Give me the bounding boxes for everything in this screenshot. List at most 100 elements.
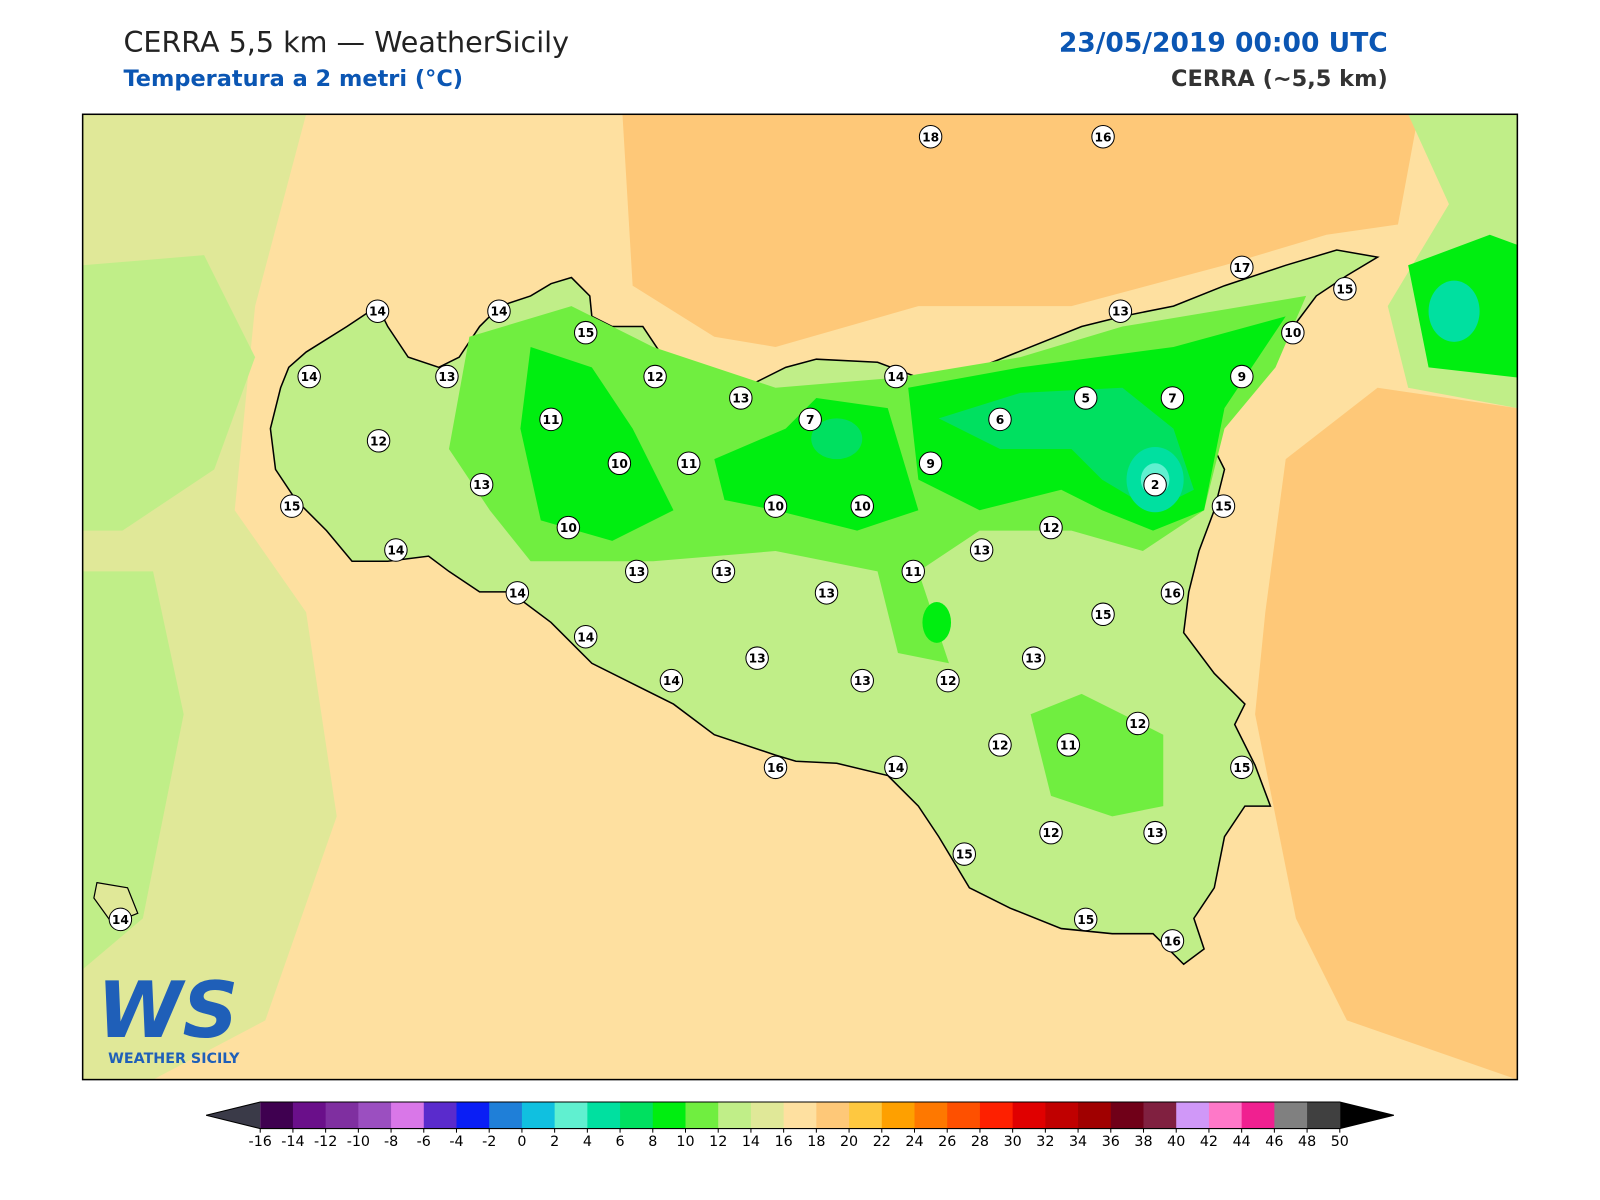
station-value: 16 xyxy=(1164,934,1181,948)
colorbar-segment xyxy=(325,1102,359,1129)
station-value: 15 xyxy=(1215,500,1232,514)
colorbar-tick-label: -6 xyxy=(417,1134,431,1150)
station-value: 13 xyxy=(854,674,871,688)
station-marker xyxy=(573,320,598,345)
station-marker xyxy=(1160,581,1185,605)
station-marker xyxy=(729,386,753,410)
station-value: 12 xyxy=(647,370,664,384)
station-marker xyxy=(884,755,908,780)
station-value: 15 xyxy=(283,500,300,514)
colorbar-tick-label: 38 xyxy=(1134,1134,1152,1150)
colorbar-tick-label: 2 xyxy=(550,1134,559,1150)
station-value: 13 xyxy=(973,544,990,558)
station-marker xyxy=(918,125,943,149)
colorbar-tick-label: 22 xyxy=(873,1134,891,1150)
colorbar-segment xyxy=(1241,1102,1275,1129)
station-labels: 18 16 17 15 14 14 15 13 10 14 13 12 13 14 9 5 7 7 6 11 12 10 1… xyxy=(108,125,1357,953)
station-marker xyxy=(643,364,667,389)
station-marker xyxy=(745,646,769,670)
station-value: 14 xyxy=(387,544,404,558)
colorbar-segment xyxy=(685,1102,719,1129)
colorbar-tick-label: -16 xyxy=(249,1134,272,1150)
station-value: 5 xyxy=(1081,391,1090,405)
colorbar-over xyxy=(1339,1102,1394,1129)
station-marker xyxy=(1333,277,1357,301)
station-marker xyxy=(1230,364,1254,389)
station-value: 12 xyxy=(1129,717,1146,731)
station-value: 12 xyxy=(1043,521,1060,535)
station-marker xyxy=(901,559,925,584)
station-marker xyxy=(1108,299,1133,323)
station-value: 14 xyxy=(490,305,507,319)
station-value: 7 xyxy=(1168,391,1177,405)
station-marker xyxy=(763,494,788,518)
station-value: 12 xyxy=(939,674,956,688)
station-marker xyxy=(677,451,701,475)
station-value: 13 xyxy=(732,391,749,405)
station-value: 14 xyxy=(887,761,904,775)
colorbar-under xyxy=(206,1102,261,1129)
colorbar-tick-label: 30 xyxy=(1004,1134,1022,1150)
station-value: 7 xyxy=(806,413,815,427)
station-marker xyxy=(1211,494,1236,518)
station-value: 9 xyxy=(926,457,935,471)
station-value: 18 xyxy=(922,130,939,144)
station-marker xyxy=(1230,255,1254,280)
station-marker xyxy=(659,668,684,693)
colorbar-tick-label: 16 xyxy=(775,1134,793,1150)
station-marker xyxy=(366,429,391,453)
station-marker xyxy=(988,733,1012,757)
logo: WS WEATHER SICILY xyxy=(97,966,240,1067)
station-marker xyxy=(487,299,511,323)
station-value: 10 xyxy=(1284,326,1301,340)
station-value: 15 xyxy=(1336,282,1353,296)
colorbar-segment xyxy=(456,1102,490,1129)
station-value: 10 xyxy=(854,500,871,514)
colorbar-segment xyxy=(914,1102,948,1129)
station-value: 13 xyxy=(715,565,732,579)
station-value: 14 xyxy=(577,630,594,644)
station-marker xyxy=(1230,755,1254,780)
station-value: 13 xyxy=(628,565,645,579)
colorbar-tick-label: 26 xyxy=(938,1134,956,1150)
station-value: 16 xyxy=(1164,586,1181,600)
colorbar-tick-label: 4 xyxy=(583,1134,592,1150)
station-value: 15 xyxy=(956,848,973,862)
station-value: 11 xyxy=(543,413,560,427)
station-marker xyxy=(884,364,908,389)
colorbar-segment xyxy=(1045,1102,1079,1129)
station-value: 13 xyxy=(818,586,835,600)
station-marker xyxy=(365,299,390,323)
station-marker xyxy=(1160,929,1185,953)
station-marker xyxy=(1143,472,1167,497)
station-value: 14 xyxy=(509,586,526,600)
colorbar-segment xyxy=(881,1102,916,1129)
colorbar-segment xyxy=(423,1102,458,1129)
colorbar-tick-label: 46 xyxy=(1265,1134,1283,1150)
temperature-field xyxy=(82,114,1518,1080)
station-value: 14 xyxy=(887,370,904,384)
station-marker xyxy=(1039,820,1063,845)
station-marker xyxy=(625,559,649,584)
station-marker xyxy=(1073,907,1098,932)
station-marker xyxy=(918,451,943,475)
station-value: 10 xyxy=(560,521,577,535)
colorbar-tick-label: 42 xyxy=(1200,1134,1218,1150)
colorbar-tick-label: 24 xyxy=(905,1134,923,1150)
station-marker xyxy=(1091,602,1115,627)
station-marker xyxy=(1160,386,1185,410)
station-value: 13 xyxy=(749,652,766,666)
station-value: 11 xyxy=(905,565,922,579)
colorbar-tick-label: 14 xyxy=(742,1134,760,1150)
station-value: 15 xyxy=(1077,913,1094,927)
station-value: 12 xyxy=(1043,826,1060,840)
station-marker xyxy=(280,494,304,518)
station-marker xyxy=(1073,386,1098,410)
station-marker xyxy=(384,538,408,562)
station-marker xyxy=(505,581,530,605)
station-marker xyxy=(850,494,874,518)
colorbar-segment xyxy=(1307,1102,1341,1129)
station-marker xyxy=(988,407,1012,432)
station-value: 12 xyxy=(370,434,387,448)
